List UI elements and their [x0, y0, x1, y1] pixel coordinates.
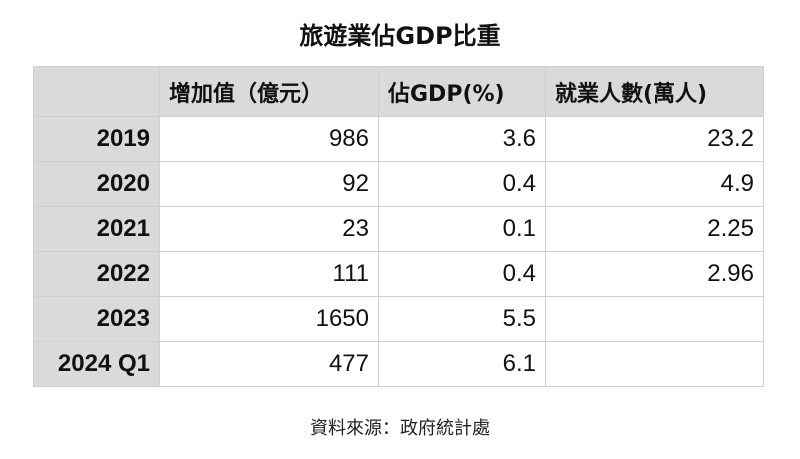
table-row: 2024 Q1 477 6.1	[33, 341, 764, 387]
cell-gdp-share: 0.1	[378, 206, 546, 252]
cell-value-added: 1650	[159, 296, 379, 342]
cell-value-added: 986	[159, 116, 379, 162]
row-label: 2022	[33, 251, 160, 297]
header-row: 增加值（億元） 佔GDP(%) 就業人數(萬人)	[33, 66, 764, 117]
cell-employment: 23.2	[545, 116, 764, 162]
table-row: 2021 23 0.1 2.25	[33, 206, 764, 252]
cell-employment: 4.9	[545, 161, 764, 207]
cell-gdp-share: 0.4	[378, 161, 546, 207]
cell-gdp-share: 3.6	[378, 116, 546, 162]
table-row: 2023 1650 5.5	[33, 296, 764, 342]
cell-employment: 2.96	[545, 251, 764, 297]
row-label: 2023	[33, 296, 160, 342]
cell-employment: 2.25	[545, 206, 764, 252]
data-table: 增加值（億元） 佔GDP(%) 就業人數(萬人) 2019 986 3.6 23…	[33, 66, 764, 387]
header-employment: 就業人數(萬人)	[545, 66, 764, 117]
row-label: 2019	[33, 116, 160, 162]
cell-value-added: 92	[159, 161, 379, 207]
table-row: 2020 92 0.4 4.9	[33, 161, 764, 207]
row-label: 2021	[33, 206, 160, 252]
header-corner	[33, 66, 160, 117]
cell-employment	[545, 341, 764, 387]
chart-title: 旅遊業佔GDP比重	[299, 22, 501, 50]
header-value-added: 增加值（億元）	[159, 66, 379, 117]
cell-gdp-share: 0.4	[378, 251, 546, 297]
cell-value-added: 111	[159, 251, 379, 297]
cell-gdp-share: 6.1	[378, 341, 546, 387]
table-row: 2019 986 3.6 23.2	[33, 116, 764, 162]
header-gdp-share: 佔GDP(%)	[378, 66, 546, 117]
table-row: 2022 111 0.4 2.96	[33, 251, 764, 297]
cell-value-added: 477	[159, 341, 379, 387]
row-label: 2020	[33, 161, 160, 207]
cell-employment	[545, 296, 764, 342]
cell-gdp-share: 5.5	[378, 296, 546, 342]
source-note: 資料來源：政府統計處	[310, 418, 490, 439]
cell-value-added: 23	[159, 206, 379, 252]
row-label: 2024 Q1	[33, 341, 160, 387]
